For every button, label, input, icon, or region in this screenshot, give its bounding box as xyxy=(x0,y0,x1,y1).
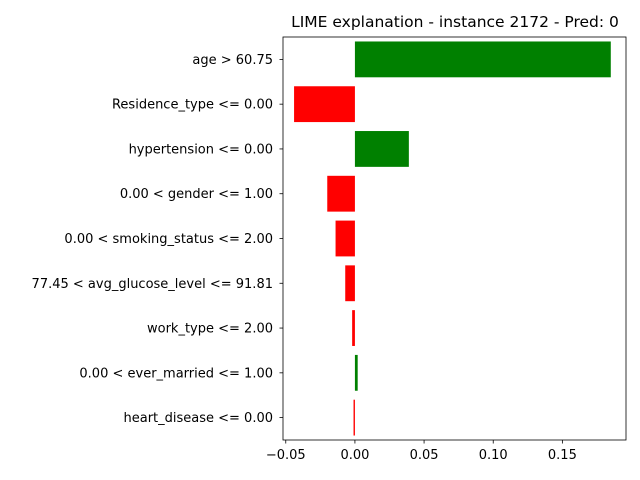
ytick-label-8: heart_disease <= 0.00 xyxy=(123,411,273,426)
plot-frame xyxy=(282,36,627,441)
bar-8 xyxy=(353,399,355,436)
xtick-label-1: 0.00 xyxy=(340,448,369,463)
bar-4 xyxy=(335,220,355,257)
ytick-label-2: hypertension <= 0.00 xyxy=(129,142,273,157)
xtick-label-4: 0.15 xyxy=(548,448,577,463)
ytick-label-5: 77.45 < avg_glucose_level <= 91.81 xyxy=(32,277,273,292)
chart-title: LIME explanation - instance 2172 - Pred:… xyxy=(291,13,619,31)
ytick-label-4: 0.00 < smoking_status <= 2.00 xyxy=(64,232,273,247)
xtick-label-2: 0.05 xyxy=(410,448,439,463)
ytick-label-3: 0.00 < gender <= 1.00 xyxy=(120,187,273,202)
bars-layer xyxy=(294,41,611,436)
bar-0 xyxy=(354,41,611,78)
xtick-label-0: −0.05 xyxy=(266,448,306,463)
ytick-label-7: 0.00 < ever_married <= 1.00 xyxy=(79,366,273,381)
xtick-label-3: 0.10 xyxy=(479,448,508,463)
bar-3 xyxy=(327,175,355,212)
ytick-label-0: age > 60.75 xyxy=(192,53,273,68)
ytick-label-6: work_type <= 2.00 xyxy=(147,322,273,337)
bar-6 xyxy=(352,310,355,346)
ytick-label-1: Residence_type <= 0.00 xyxy=(112,98,273,113)
axes-layer: age > 60.75 Residence_type <= 0.00 hyperte… xyxy=(32,36,627,463)
bar-1 xyxy=(294,86,355,123)
bar-5 xyxy=(345,265,355,302)
bar-2 xyxy=(354,131,409,167)
bar-7 xyxy=(354,354,358,391)
